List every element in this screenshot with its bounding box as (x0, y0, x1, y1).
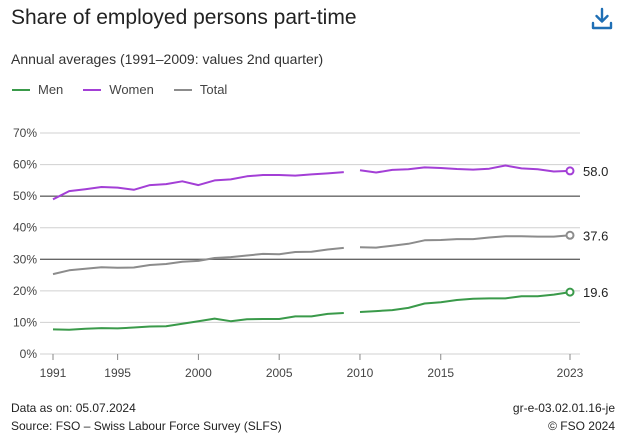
line-chart: 0% 10% 20% 30% 40% 50% 60% 70% 1991 1995 2000 2005 2… (13, 126, 608, 380)
series-line-women (359, 164, 571, 174)
chart-legend: Men Women Total (12, 82, 247, 97)
y-tick-label: 60% (13, 158, 37, 172)
series-line-women (52, 171, 344, 201)
x-tick-label: 2005 (266, 366, 293, 380)
end-point-total (565, 230, 575, 240)
chart-code: gr-e-03.02.01.16-je (512, 401, 615, 415)
end-point-men (565, 287, 575, 297)
end-label-total: 37.6 (583, 228, 608, 243)
legend-item-men[interactable]: Men (12, 82, 63, 97)
y-tick-label: 70% (13, 126, 37, 140)
end-label-women: 58.0 (583, 164, 608, 179)
end-point-women (565, 166, 575, 176)
legend-label-total: Total (199, 82, 228, 97)
source-note: Source: FSO – Swiss Labour Force Survey … (11, 419, 282, 433)
series-line-total (52, 246, 344, 276)
y-tick-label: 0% (20, 347, 38, 361)
y-tick-label: 20% (13, 284, 37, 298)
legend-swatch-women (83, 88, 102, 91)
legend-swatch-men (12, 88, 30, 91)
x-tick-label: 2010 (347, 366, 374, 380)
copyright: © FSO 2024 (548, 419, 615, 433)
x-tick-label: 1991 (40, 366, 67, 380)
y-tick-label: 50% (13, 189, 37, 203)
x-tick-label: 2015 (427, 366, 454, 380)
legend-label-women: Women (109, 82, 154, 97)
y-tick-label: 30% (13, 252, 37, 266)
y-tick-label: 10% (13, 315, 37, 329)
legend-item-total[interactable]: Total (173, 82, 228, 97)
x-tick-label: 2000 (185, 366, 212, 380)
series-line-total (359, 234, 571, 249)
data-date: Data as on: 05.07.2024 (11, 401, 136, 415)
legend-label-men: Men (38, 82, 64, 97)
series-line-men (52, 312, 344, 331)
series-line-men (359, 291, 571, 313)
end-label-men: 19.6 (583, 285, 608, 300)
legend-swatch-total (173, 88, 192, 91)
x-tick-label: 2023 (557, 366, 584, 380)
download-icon[interactable] (589, 6, 615, 32)
x-tick-label: 1995 (104, 366, 131, 380)
chart-subtitle: Annual averages (1991–2009: values 2nd q… (11, 51, 324, 67)
chart-title: Share of employed persons part-time (11, 6, 357, 29)
y-tick-label: 40% (13, 221, 37, 235)
legend-item-women[interactable]: Women (83, 82, 154, 97)
